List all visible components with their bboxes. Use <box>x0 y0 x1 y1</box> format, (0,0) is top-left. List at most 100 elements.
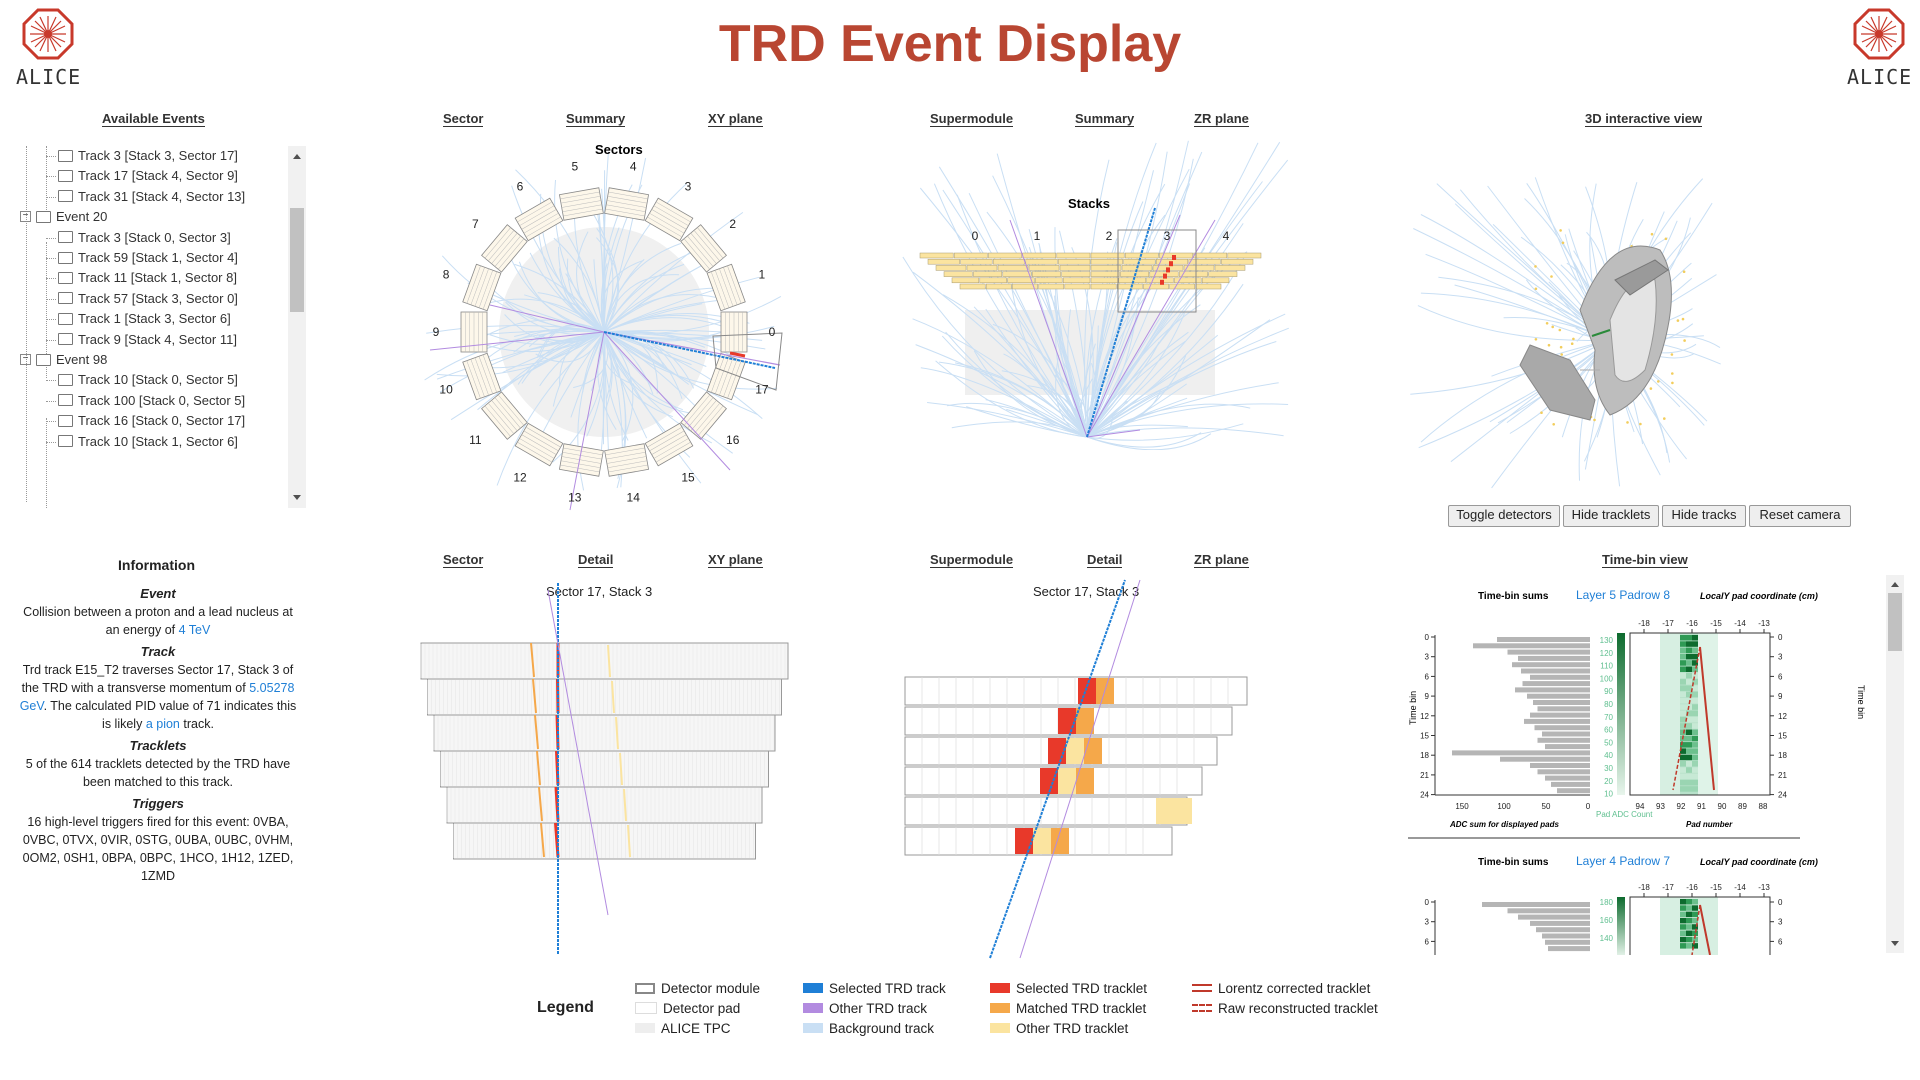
time-bin-tick-right: 0 <box>1778 898 1783 907</box>
triggers-heading: Triggers <box>132 796 184 811</box>
sector-label: 6 <box>517 180 524 194</box>
reset-camera-button[interactable]: Reset camera <box>1749 505 1851 527</box>
time-bin-tick-right: 12 <box>1778 712 1787 721</box>
folder-icon <box>58 190 73 203</box>
tree-track[interactable]: Track 10 [Stack 0, Sector 5] <box>40 370 238 390</box>
pad-number-tick: 92 <box>1677 802 1686 811</box>
tab-detail[interactable]: Detail <box>1087 552 1123 568</box>
tree-track[interactable]: Track 59 [Stack 1, Sector 4] <box>40 248 238 268</box>
localy-tick: -14 <box>1734 619 1746 628</box>
zr-summary-view[interactable]: Stacks 0 1 2 3 4 <box>900 140 1290 450</box>
scroll-up-icon[interactable] <box>1891 582 1899 587</box>
xy-detail-view[interactable]: Sector 17, Stack 3 <box>418 575 798 960</box>
time-bin-scrollbar[interactable] <box>1886 575 1904 953</box>
tree-track[interactable]: Track 1 [Stack 3, Sector 6] <box>40 309 231 329</box>
time-bin-tick: 3 <box>1425 653 1430 662</box>
adc-count-tick: 110 <box>1600 662 1613 671</box>
tab-supermodule[interactable]: Supermodule <box>930 552 1014 568</box>
tab-xy-plane[interactable]: XY plane <box>708 552 763 568</box>
tab-sector[interactable]: Sector <box>443 552 484 568</box>
tree-label: Track 3 [Stack 3, Sector 17] <box>78 148 238 163</box>
tree-track[interactable]: Track 10 [Stack 1, Sector 6] <box>40 432 238 452</box>
tab-summary[interactable]: Summary <box>566 111 626 127</box>
folder-icon <box>36 353 51 366</box>
tree-scrollbar[interactable] <box>288 146 306 508</box>
tab-xy-plane[interactable]: XY plane <box>708 111 763 127</box>
hide-tracklets-button[interactable]: Hide tracklets <box>1563 505 1659 527</box>
time-bin-panel[interactable]: Time-bin sums Layer 5 Padrow 8 LocalY pa… <box>1400 575 1892 955</box>
localy-tick: -15 <box>1710 619 1722 628</box>
localy-tick: -16 <box>1686 883 1698 892</box>
tree-label: Track 16 [Stack 0, Sector 17] <box>78 413 246 429</box>
detail-caption: Sector 17, Stack 3 <box>1033 584 1139 599</box>
tree-event[interactable]: − Event 98 <box>20 350 107 370</box>
legend-other-trd-track: Other TRD track <box>803 1000 927 1018</box>
time-bin-sums-title-2: Time-bin sums <box>1478 857 1549 868</box>
localy-tick: -13 <box>1758 883 1770 892</box>
alice-logo-icon <box>22 8 74 60</box>
tree-track[interactable]: Track 57 [Stack 3, Sector 0] <box>40 289 238 309</box>
tree-track[interactable]: Track 3 [Stack 0, Sector 3] <box>40 228 231 248</box>
scroll-down-icon[interactable] <box>1891 941 1899 946</box>
stack-label: 1 <box>1034 229 1041 243</box>
adc-count-tick: 130 <box>1600 636 1614 645</box>
3d-interactive-view[interactable] <box>1410 170 1730 490</box>
time-bin-tick: 0 <box>1425 898 1430 907</box>
collapse-toggle-icon[interactable]: − <box>20 211 31 223</box>
layer5-title[interactable]: Layer 5 Padrow 8 <box>1576 588 1670 602</box>
tree-label: Track 31 [Stack 4, Sector 13] <box>78 188 246 204</box>
pad-number-label: Pad number <box>1686 820 1733 829</box>
zr-detail-view[interactable]: Sector 17, Stack 3 <box>900 575 1280 960</box>
tree-label: Event 98 <box>56 352 108 367</box>
localy-tick: -13 <box>1758 619 1770 628</box>
sectors-title: Sectors <box>595 142 643 157</box>
sector-label: 1 <box>759 268 766 282</box>
tree-track[interactable]: Track 17 [Stack 4, Sector 9] <box>40 166 238 186</box>
tab-3d-view[interactable]: 3D interactive view <box>1585 111 1703 127</box>
track-text: Trd track E15_T2 traverses Sector 17, St… <box>19 663 297 731</box>
tree-track[interactable]: Track 3 [Stack 3, Sector 17] <box>40 146 238 166</box>
tab-sector[interactable]: Sector <box>443 111 484 127</box>
collapse-toggle-icon[interactable]: − <box>20 354 31 366</box>
tree-track[interactable]: Track 16 [Stack 0, Sector 17] <box>40 411 245 431</box>
layer4-title[interactable]: Layer 4 Padrow 7 <box>1576 854 1670 868</box>
legend-detector-module: Detector module <box>635 980 760 998</box>
tree-track[interactable]: Track 11 [Stack 1, Sector 8] <box>40 268 237 288</box>
tree-track[interactable]: Track 9 [Stack 4, Sector 11] <box>40 330 237 350</box>
tab-zr-plane[interactable]: ZR plane <box>1194 552 1249 568</box>
tab-summary[interactable]: Summary <box>1075 111 1135 127</box>
adc-tick: 0 <box>1586 802 1591 811</box>
time-bin-tick: 15 <box>1420 732 1429 741</box>
tab-available-events[interactable]: Available Events <box>102 111 205 127</box>
alice-logo-text: ALICE <box>16 65 82 89</box>
events-tree: Track 3 [Stack 3, Sector 17] Track 17 [St… <box>20 146 310 508</box>
tab-time-bin-view[interactable]: Time-bin view <box>1602 552 1688 568</box>
tab-supermodule[interactable]: Supermodule <box>930 111 1014 127</box>
localy-tick: -18 <box>1638 619 1650 628</box>
particle-link[interactable]: a pion <box>145 717 180 731</box>
tab-detail[interactable]: Detail <box>578 552 614 568</box>
folder-icon <box>58 231 73 244</box>
tab-zr-plane[interactable]: ZR plane <box>1194 111 1249 127</box>
adc-tick: 100 <box>1497 802 1511 811</box>
scroll-thumb[interactable] <box>290 208 304 312</box>
tracklets-text: 5 of the 614 tracklets detected by the T… <box>25 757 291 789</box>
folder-icon <box>58 373 73 386</box>
tree-event[interactable]: − Event 20 <box>20 207 107 227</box>
legend-selected-trd-track: Selected TRD track <box>803 980 946 998</box>
folder-icon <box>58 149 73 162</box>
legend-alice-tpc: ALICE TPC <box>635 1020 731 1038</box>
tree-track[interactable]: Track 31 [Stack 4, Sector 13] <box>40 187 245 207</box>
time-bin-tick-right: 0 <box>1778 633 1783 642</box>
toggle-detectors-button[interactable]: Toggle detectors <box>1448 505 1560 527</box>
pad-number-tick: 94 <box>1636 802 1645 811</box>
legend-lorentz-corrected-tracklet: Lorentz corrected tracklet <box>1192 980 1370 998</box>
scroll-up-icon[interactable] <box>293 154 301 159</box>
tree-track[interactable]: Track 100 [Stack 0, Sector 5] <box>40 391 245 411</box>
scroll-down-icon[interactable] <box>293 495 301 500</box>
hide-tracks-button[interactable]: Hide tracks <box>1662 505 1746 527</box>
scroll-thumb[interactable] <box>1888 593 1902 651</box>
adc-axis-label: ADC sum for displayed pads <box>1449 820 1559 829</box>
tree-label: Track 10 [Stack 1, Sector 6] <box>78 433 238 449</box>
